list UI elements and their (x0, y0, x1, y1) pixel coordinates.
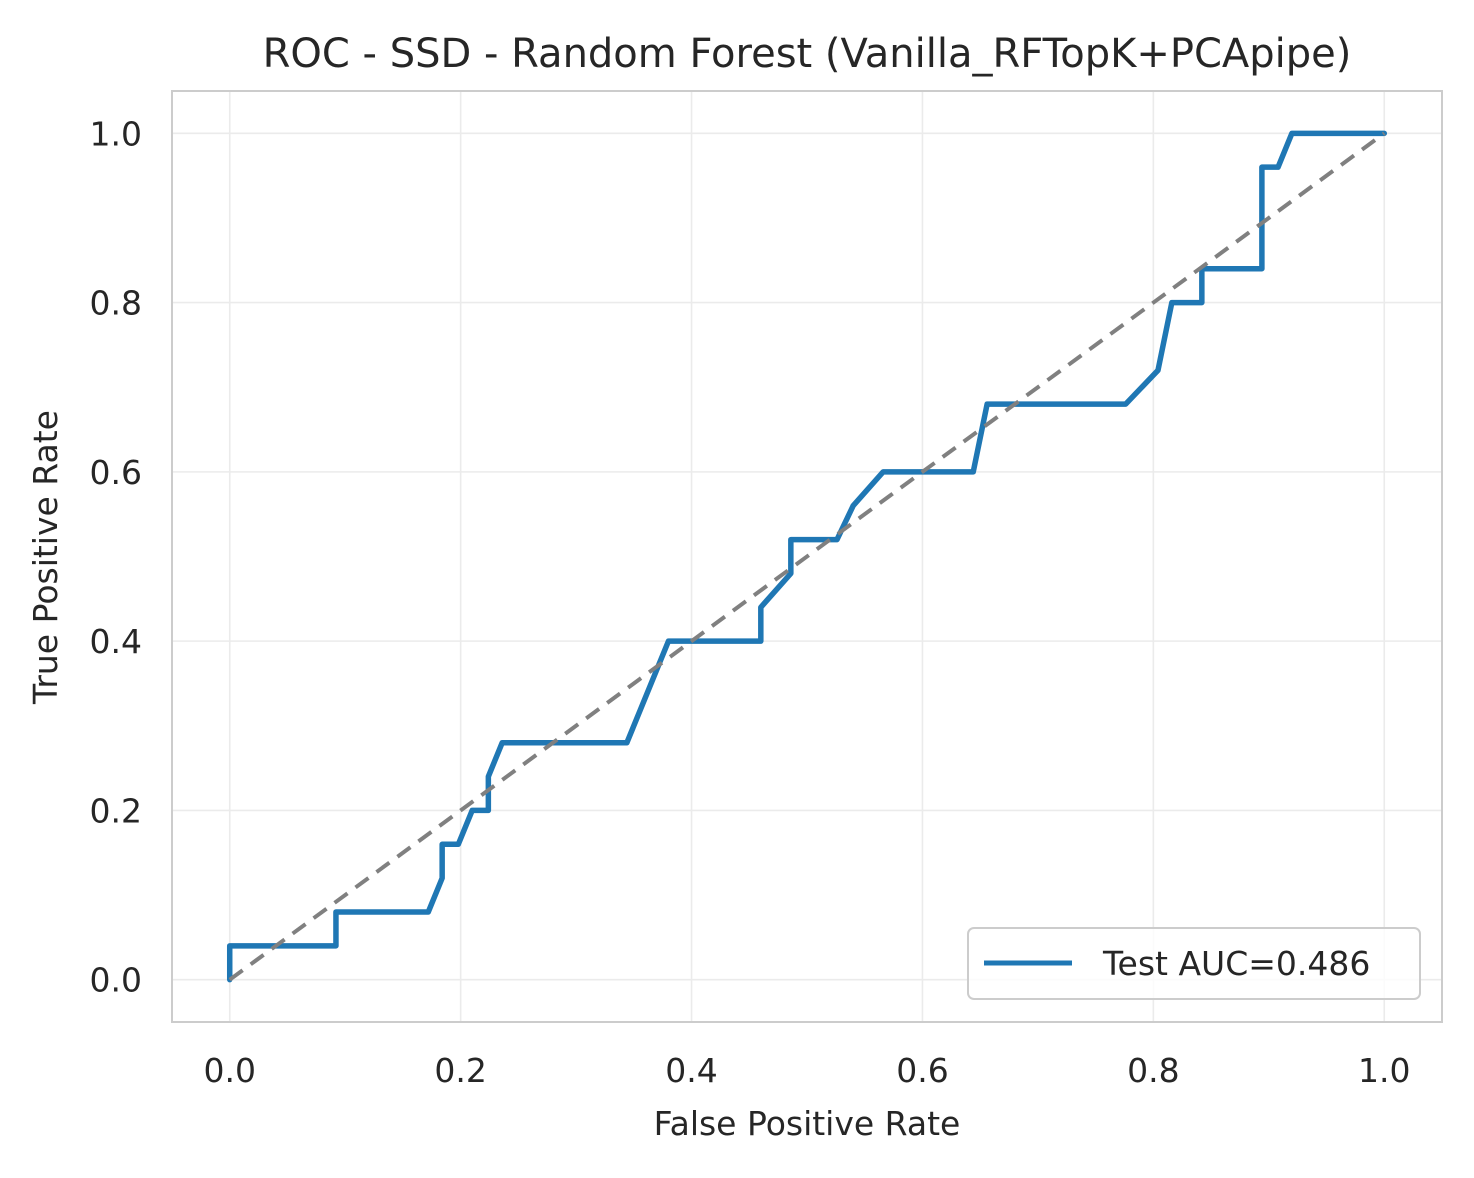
y-tick-label: 0.8 (90, 284, 142, 323)
y-tick-label: 0.0 (90, 961, 142, 1000)
x-tick-label: 0.8 (1127, 1051, 1179, 1090)
grid-lines (172, 91, 1442, 1022)
series-layer (226, 130, 1388, 983)
y-tick-label: 1.0 (90, 114, 142, 153)
x-axis-label: False Positive Rate (654, 1104, 961, 1143)
chart-title: ROC - SSD - Random Forest (Vanilla_RFTop… (263, 31, 1352, 77)
y-tick-label: 0.2 (90, 791, 142, 830)
x-tick-label: 0.4 (665, 1051, 717, 1090)
x-tick-label: 1.0 (1358, 1051, 1410, 1090)
chance-diagonal-line (228, 131, 1386, 982)
y-tick-label: 0.6 (90, 453, 142, 492)
plot-frame (171, 90, 1443, 1023)
legend: Test AUC=0.486 (967, 927, 1421, 1000)
x-tick-label: 0.6 (896, 1051, 948, 1090)
legend-box (967, 927, 1421, 1000)
x-tick-labels: 0.0 0.2 0.4 0.6 0.8 1.0 (203, 1051, 1410, 1090)
y-tick-labels: 0.0 0.2 0.4 0.6 0.8 1.0 (90, 114, 142, 999)
x-tick-label: 0.2 (434, 1051, 486, 1090)
y-tick-label: 0.4 (90, 622, 142, 661)
roc-curve-line (226, 130, 1388, 983)
legend-label: Test AUC=0.486 (1102, 944, 1370, 983)
x-tick-label: 0.0 (203, 1051, 255, 1090)
y-axis-label: True Positive Rate (26, 410, 65, 705)
